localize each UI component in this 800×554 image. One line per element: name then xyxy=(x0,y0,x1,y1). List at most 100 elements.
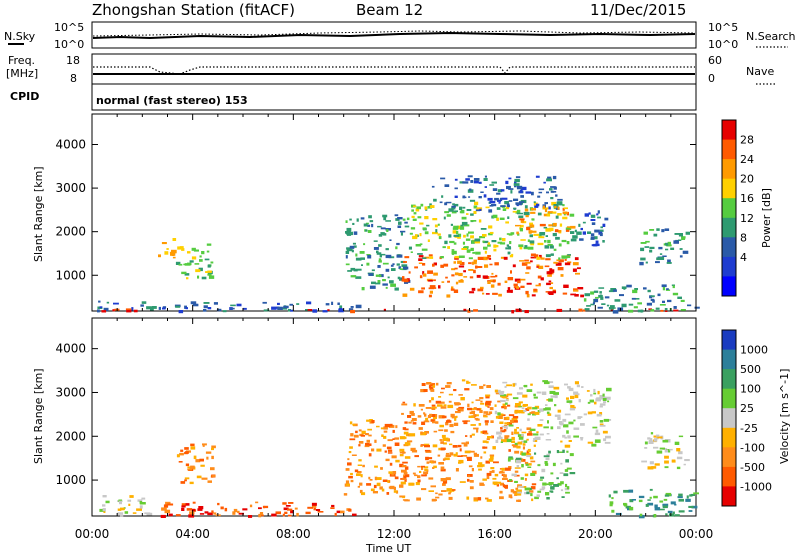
data-cell xyxy=(383,308,386,311)
data-cell xyxy=(382,214,388,218)
data-cell xyxy=(506,422,512,426)
data-cell xyxy=(331,504,335,507)
data-cell xyxy=(189,260,194,263)
data-cell xyxy=(399,454,404,457)
data-cell xyxy=(469,411,475,415)
data-cell xyxy=(437,454,441,457)
data-cell xyxy=(574,394,579,399)
data-cell xyxy=(367,255,372,259)
data-cell xyxy=(666,288,669,290)
data-cell xyxy=(391,473,395,476)
data-cell xyxy=(242,508,248,511)
data-cell xyxy=(587,411,593,415)
data-cell xyxy=(431,406,437,409)
data-cell xyxy=(491,240,497,243)
data-cell xyxy=(677,496,683,499)
data-cell xyxy=(120,508,125,510)
data-cell xyxy=(562,434,566,438)
data-cell xyxy=(506,384,512,387)
data-cell xyxy=(599,395,604,398)
data-cell xyxy=(540,476,545,479)
data-cell xyxy=(650,295,655,297)
data-cell xyxy=(404,474,410,478)
data-cell xyxy=(645,261,648,264)
data-cell xyxy=(474,241,480,244)
data-cell xyxy=(433,272,438,276)
data-cell xyxy=(103,307,109,312)
data-cell xyxy=(187,468,193,471)
data-cell xyxy=(191,508,196,512)
data-cell xyxy=(384,423,390,428)
data-cell xyxy=(455,411,461,414)
data-cell xyxy=(102,508,106,512)
data-cell xyxy=(479,464,485,467)
data-cell xyxy=(117,512,124,515)
data-cell xyxy=(403,261,407,263)
data-cell xyxy=(441,195,444,198)
data-cell xyxy=(442,458,446,461)
data-cell xyxy=(459,262,465,266)
data-cell xyxy=(412,218,417,221)
data-cell xyxy=(453,422,459,426)
data-cell xyxy=(534,452,537,455)
data-cell xyxy=(565,491,570,494)
data-cell xyxy=(181,507,185,511)
data-cell xyxy=(207,273,212,276)
data-cell xyxy=(487,436,493,439)
data-cell xyxy=(527,406,532,410)
data-cell xyxy=(520,186,527,191)
data-cell xyxy=(334,512,337,516)
data-cell xyxy=(685,231,690,235)
data-cell xyxy=(552,290,556,294)
data-cell xyxy=(503,428,507,432)
data-cell xyxy=(529,490,534,493)
data-cell xyxy=(482,440,487,443)
data-cell xyxy=(440,256,444,259)
data-cell xyxy=(425,456,429,461)
data-cell xyxy=(526,294,530,298)
data-cell xyxy=(517,434,524,437)
data-cell xyxy=(520,453,523,455)
data-cell xyxy=(358,444,361,447)
data-cell xyxy=(374,282,381,285)
data-cell xyxy=(550,186,556,188)
data-cell xyxy=(566,211,569,216)
data-cell xyxy=(390,423,393,427)
data-cell xyxy=(549,245,554,249)
data-cell xyxy=(346,231,351,235)
data-cell xyxy=(436,382,439,386)
data-cell xyxy=(139,505,143,509)
data-cell xyxy=(382,262,389,265)
data-cell xyxy=(185,503,190,506)
data-cell xyxy=(516,499,521,502)
data-cell xyxy=(580,294,584,298)
data-cell xyxy=(540,277,544,281)
data-cell xyxy=(451,205,456,208)
data-cell xyxy=(401,465,407,468)
data-cell xyxy=(178,310,184,314)
data-cell xyxy=(438,396,442,398)
data-cell xyxy=(530,493,533,497)
data-cell xyxy=(361,264,363,266)
data-cell xyxy=(679,248,683,250)
data-cell xyxy=(653,514,657,518)
data-cell xyxy=(589,399,594,403)
data-cell xyxy=(533,396,538,399)
data-cell xyxy=(515,487,519,490)
y-tick-label: 1000 xyxy=(55,268,86,282)
data-cell xyxy=(406,440,413,443)
data-cell xyxy=(368,453,372,457)
data-cell xyxy=(350,472,353,476)
data-cell xyxy=(358,429,362,432)
data-cell xyxy=(146,306,152,310)
data-cell xyxy=(476,207,483,211)
data-cell xyxy=(690,493,695,496)
data-cell xyxy=(458,272,463,277)
data-cell xyxy=(532,407,538,410)
data-cell xyxy=(500,427,503,430)
data-cell xyxy=(447,404,454,409)
data-cell xyxy=(486,441,489,444)
data-cell xyxy=(694,306,700,309)
data-cell xyxy=(387,480,390,483)
